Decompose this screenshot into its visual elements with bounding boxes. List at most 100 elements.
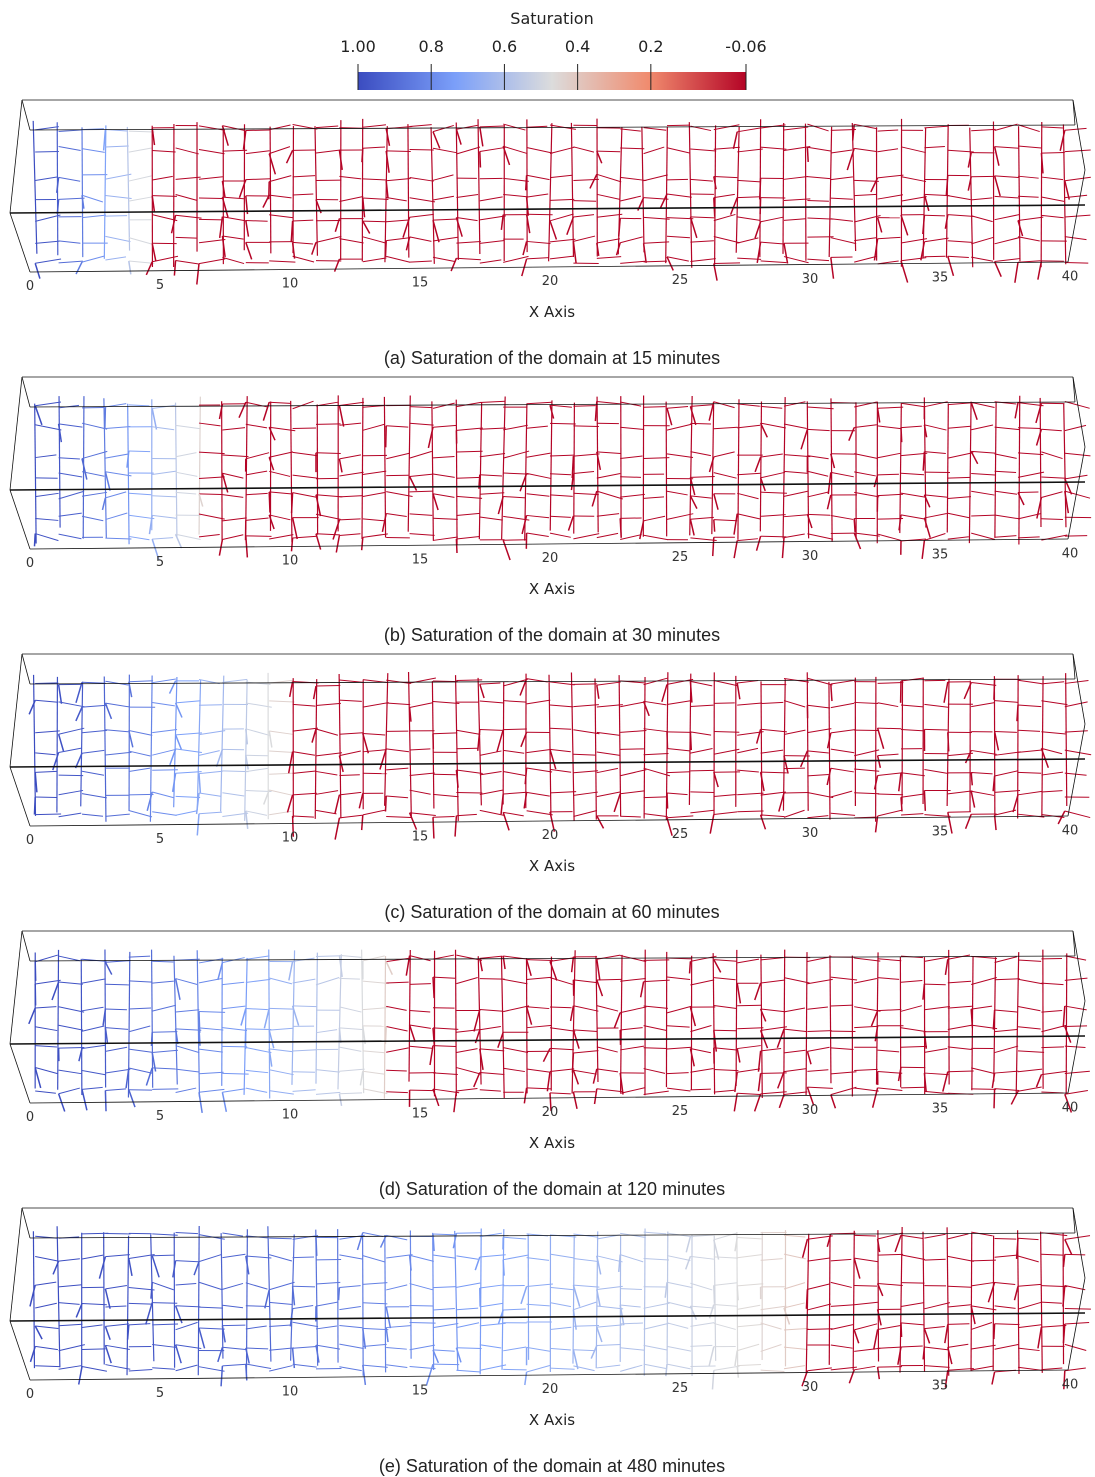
- pore-throat: [667, 1346, 691, 1351]
- pore-throat: [761, 217, 784, 222]
- pore-throat: [543, 1048, 550, 1061]
- pore-throat: [948, 1071, 974, 1072]
- pore-throat: [478, 119, 480, 254]
- pore-throat: [1016, 952, 1019, 1094]
- pore-throat: [1066, 673, 1067, 806]
- pore-throat: [620, 494, 645, 497]
- pore-throat: [222, 1089, 245, 1093]
- pore-throat: [854, 1302, 878, 1304]
- pore-throat: [831, 768, 854, 772]
- pore-throat: [620, 477, 641, 478]
- pore-throat: [995, 1324, 1020, 1325]
- pore-throat: [82, 794, 107, 798]
- pore-throat: [246, 1008, 268, 1009]
- pore-throat: [1065, 475, 1088, 479]
- pore-throat: [784, 127, 808, 130]
- pore-throat: [924, 704, 949, 707]
- pore-throat: [1063, 1006, 1065, 1027]
- pore-throat: [667, 1232, 668, 1364]
- pore-throat: [945, 1324, 948, 1343]
- pore-throat: [82, 195, 103, 202]
- pore-throat: [480, 454, 505, 457]
- pore-throat: [1065, 956, 1086, 960]
- pore-throat: [287, 150, 293, 163]
- pore-throat: [129, 131, 155, 132]
- pore-throat: [779, 1095, 784, 1108]
- pore-throat: [35, 814, 61, 815]
- pore-throat: [573, 215, 594, 217]
- pore-throat: [152, 1282, 174, 1290]
- x-tick-label: 15: [412, 275, 429, 290]
- pore-throat: [82, 127, 83, 257]
- domain-box: [22, 377, 30, 407]
- pore-throat: [573, 406, 595, 407]
- pore-throat: [197, 264, 199, 285]
- pore-throat: [221, 676, 224, 812]
- pore-throat: [620, 1255, 643, 1262]
- pore-throat: [480, 772, 502, 775]
- pore-throat: [105, 1285, 127, 1288]
- pore-throat: [1065, 237, 1087, 240]
- pore-throat: [293, 242, 313, 244]
- pore-throat: [806, 1289, 807, 1308]
- colorbar-tick-label: 0.2: [638, 37, 663, 56]
- pore-throat: [35, 1326, 58, 1329]
- pore-throat: [854, 1366, 875, 1369]
- pore-throat: [339, 519, 360, 520]
- pore-throat: [527, 241, 551, 243]
- pore-throat: [878, 728, 884, 749]
- pore-throat: [386, 1285, 407, 1290]
- pore-throat: [527, 1365, 551, 1372]
- domain-box: [10, 1321, 30, 1380]
- pore-throat: [901, 1235, 923, 1238]
- pore-throat: [385, 1235, 386, 1372]
- x-tick-label: 0: [26, 1387, 34, 1402]
- pore-throat: [995, 1089, 1020, 1091]
- pore-throat: [293, 1322, 318, 1326]
- pore-throat: [667, 236, 690, 237]
- pore-throat: [105, 1345, 111, 1363]
- pore-throat: [995, 147, 1019, 149]
- pore-throat: [292, 493, 293, 513]
- pore-throat: [948, 981, 971, 983]
- pore-throat: [644, 768, 670, 776]
- pore-throat: [1065, 978, 1088, 980]
- pore-throat: [82, 771, 104, 775]
- pore-throat: [384, 956, 385, 1099]
- pore-throat: [176, 534, 201, 539]
- pore-throat: [1065, 1027, 1071, 1043]
- pore-throat: [878, 1367, 880, 1379]
- pore-throat: [712, 404, 714, 534]
- pore-throat: [737, 149, 763, 152]
- pore-throat: [807, 259, 829, 260]
- pore-throat: [854, 1258, 860, 1278]
- pore-throat: [503, 1255, 528, 1260]
- pore-throat: [895, 1235, 901, 1252]
- pore-throat: [1014, 1286, 1018, 1300]
- pore-throat: [129, 1324, 151, 1325]
- pore-throat: [878, 175, 904, 178]
- pore-throat: [784, 1308, 790, 1325]
- pore-throat: [59, 473, 83, 477]
- pore-throat: [269, 1282, 294, 1289]
- pore-throat: [176, 1365, 198, 1371]
- pore-throat: [410, 813, 436, 816]
- pore-throat: [293, 475, 319, 478]
- pore-throat: [59, 1007, 85, 1012]
- pore-throat: [849, 428, 854, 441]
- pore-throat: [105, 752, 131, 755]
- pore-throat: [924, 1347, 948, 1350]
- pore-throat: [995, 752, 1021, 755]
- pore-throat: [901, 1255, 925, 1260]
- pore-throat: [831, 1048, 854, 1050]
- pore-throat: [386, 796, 408, 798]
- pore-throat: [807, 492, 828, 497]
- pore-throat: [878, 1230, 879, 1361]
- pore-throat: [1065, 425, 1086, 430]
- pore-throat: [854, 1286, 877, 1287]
- pore-throat: [854, 256, 877, 262]
- pore-throat: [339, 751, 360, 756]
- pore-throat: [854, 978, 877, 983]
- pore-throat: [714, 680, 737, 685]
- pore-throat: [82, 1349, 106, 1350]
